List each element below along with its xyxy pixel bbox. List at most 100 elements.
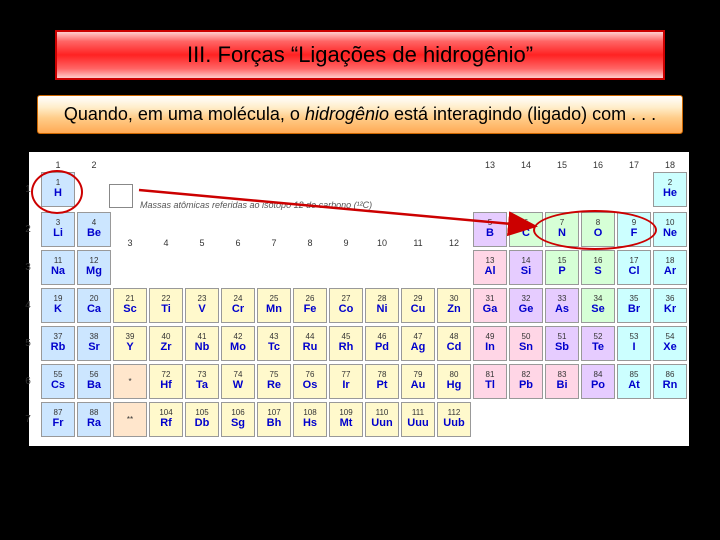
element-cell: 46Pd: [365, 326, 399, 361]
atomic-number: 55: [54, 371, 63, 379]
element-cell: 79Au: [401, 364, 435, 399]
column-label: 16: [581, 160, 615, 170]
element-cell: 22Ti: [149, 288, 183, 323]
element-symbol: Tl: [485, 379, 495, 392]
element-cell: *: [113, 364, 147, 399]
atomic-number: 46: [378, 333, 387, 341]
element-symbol: Uuu: [407, 417, 428, 430]
atomic-number: 81: [486, 371, 495, 379]
element-cell: 48Cd: [437, 326, 471, 361]
atomic-number: 2: [668, 179, 672, 187]
element-cell: 5B: [473, 212, 507, 247]
atomic-number: 25: [270, 295, 279, 303]
element-symbol: Ru: [303, 341, 318, 354]
element-cell: 18Ar: [653, 250, 687, 285]
element-cell: 45Rh: [329, 326, 363, 361]
atomic-number: 30: [450, 295, 459, 303]
atomic-number: 13: [486, 257, 495, 265]
element-symbol: Cr: [232, 303, 244, 316]
element-symbol: Li: [53, 227, 63, 240]
element-cell: 37Rb: [41, 326, 75, 361]
element-symbol: Mn: [266, 303, 282, 316]
element-symbol: Ba: [87, 379, 101, 392]
atomic-number: 79: [414, 371, 423, 379]
atomic-number: 9: [632, 219, 636, 227]
atomic-number: 37: [54, 333, 63, 341]
element-cell: 108Hs: [293, 402, 327, 437]
atomic-number: 77: [342, 371, 351, 379]
element-symbol: Na: [51, 265, 65, 278]
element-symbol: Ni: [377, 303, 388, 316]
atomic-number: 73: [198, 371, 207, 379]
atomic-number: 35: [630, 295, 639, 303]
atomic-number: 110: [376, 409, 389, 417]
column-label: 8: [293, 238, 327, 248]
element-cell: 80Hg: [437, 364, 471, 399]
element-symbol: Cs: [51, 379, 65, 392]
element-symbol: Re: [267, 379, 281, 392]
element-symbol: At: [628, 379, 640, 392]
atomic-number: 4: [92, 219, 96, 227]
element-symbol: Ge: [519, 303, 534, 316]
element-symbol: Pt: [377, 379, 388, 392]
element-symbol: Te: [592, 341, 604, 354]
element-cell: 2He: [653, 172, 687, 207]
element-symbol: H: [54, 187, 62, 200]
periodic-table-container: Massas atômicas referidas ao isótopo 12 …: [29, 152, 689, 446]
element-symbol: Bh: [267, 417, 282, 430]
title-box: III. Forças “Ligações de hidrogênio”: [55, 30, 665, 80]
element-cell: 83Bi: [545, 364, 579, 399]
element-symbol: S: [594, 265, 601, 278]
atomic-number: 84: [594, 371, 603, 379]
element-cell: 76Os: [293, 364, 327, 399]
element-cell: 44Ru: [293, 326, 327, 361]
column-label: 11: [401, 238, 435, 248]
atomic-number: 39: [126, 333, 135, 341]
atomic-number: 15: [558, 257, 567, 265]
atomic-number: 42: [234, 333, 243, 341]
element-symbol: Pb: [519, 379, 533, 392]
element-cell: 56Ba: [77, 364, 111, 399]
atomic-number: 72: [162, 371, 171, 379]
element-symbol: Sb: [555, 341, 569, 354]
element-symbol: I: [632, 341, 635, 354]
column-label: 4: [149, 238, 183, 248]
element-symbol: Rb: [51, 341, 66, 354]
annotation-box: [109, 184, 133, 208]
element-cell: 20Ca: [77, 288, 111, 323]
atomic-number: 7: [560, 219, 564, 227]
table-caption: Massas atômicas referidas ao isótopo 12 …: [140, 200, 372, 210]
atomic-number: 86: [666, 371, 675, 379]
element-symbol: Ga: [483, 303, 498, 316]
element-symbol: Nb: [195, 341, 210, 354]
atomic-number: **: [127, 416, 133, 424]
element-symbol: Mg: [86, 265, 102, 278]
column-label: 18: [653, 160, 687, 170]
element-symbol: Ta: [196, 379, 208, 392]
element-symbol: As: [555, 303, 569, 316]
atomic-number: 105: [195, 409, 208, 417]
element-cell: 8O: [581, 212, 615, 247]
atomic-number: 106: [231, 409, 244, 417]
element-symbol: Rn: [663, 379, 678, 392]
element-symbol: Au: [411, 379, 426, 392]
element-cell: **: [113, 402, 147, 437]
column-label: 5: [185, 238, 219, 248]
subtitle-italic: hidrogênio: [305, 104, 389, 124]
element-symbol: Mt: [340, 417, 353, 430]
element-symbol: Fe: [304, 303, 317, 316]
element-cell: 24Cr: [221, 288, 255, 323]
element-cell: 12Mg: [77, 250, 111, 285]
element-cell: 86Rn: [653, 364, 687, 399]
atomic-number: 40: [162, 333, 171, 341]
atomic-number: 109: [339, 409, 352, 417]
atomic-number: 14: [522, 257, 531, 265]
element-cell: 35Br: [617, 288, 651, 323]
atomic-number: 52: [594, 333, 603, 341]
title-text: III. Forças “Ligações de hidrogênio”: [77, 42, 643, 68]
element-symbol: W: [233, 379, 243, 392]
atomic-number: 12: [90, 257, 99, 265]
element-symbol: F: [631, 227, 638, 240]
element-cell: 74W: [221, 364, 255, 399]
element-cell: 16S: [581, 250, 615, 285]
